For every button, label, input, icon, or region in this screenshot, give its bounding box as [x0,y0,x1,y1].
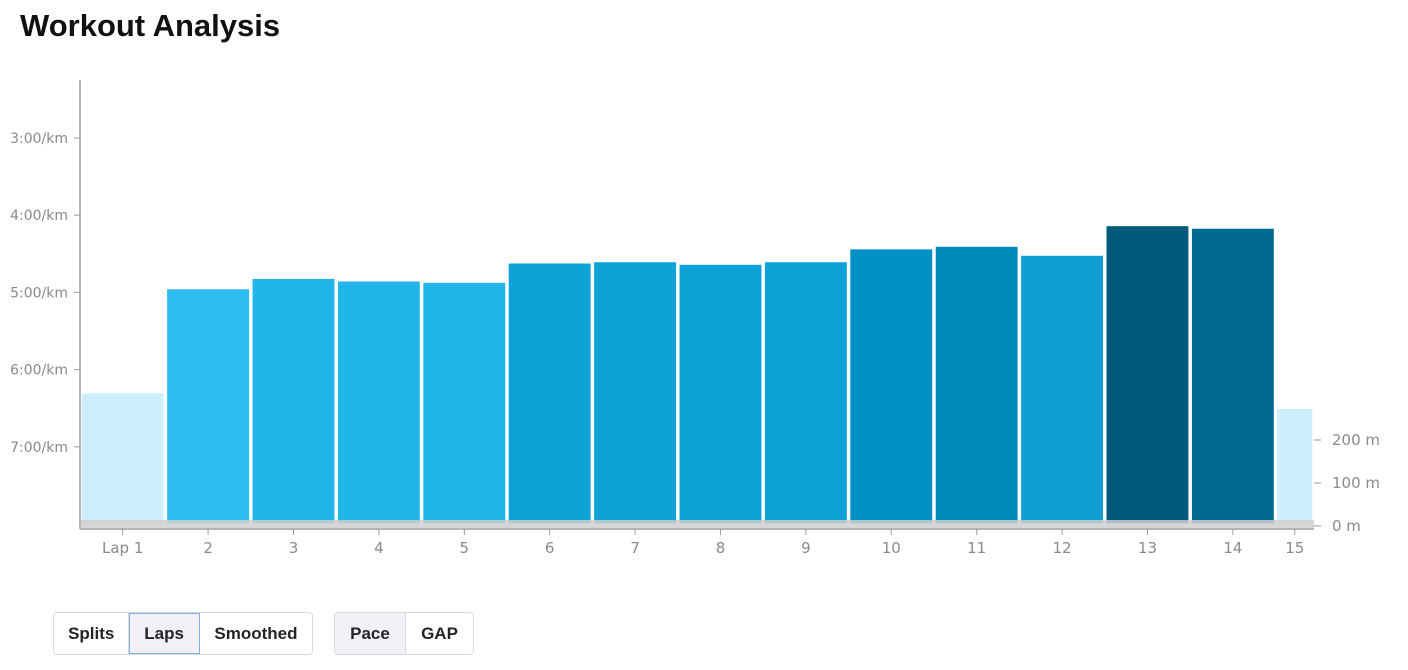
x-tick-label: 12 [1053,539,1072,557]
x-tick-label: 4 [374,539,384,557]
metric-toggle-group: Pace GAP [334,612,474,655]
bar-lap-2 [165,287,251,525]
bar-lap-4 [336,280,422,525]
bar-lap-5 [421,281,507,525]
x-tick-label: 10 [882,539,901,557]
bar-lap-13 [1105,224,1190,525]
bar-lap-3 [251,277,336,525]
x-tick-label: 13 [1138,539,1157,557]
gap-button[interactable]: GAP [405,613,473,654]
bar-lap-15 [1275,407,1314,525]
elevation-area [80,520,1314,528]
x-tick-label: 11 [967,539,986,557]
bars-layer [80,224,1314,528]
x-tick-label: 5 [460,539,470,557]
y-tick-label: 6:00/km [10,363,68,379]
bar-lap-8 [678,263,763,525]
view-toggle-group: Splits Laps Smoothed [53,612,313,655]
pace-chart: 3:00/km 4:00/km 5:00/km 6:00/km 7:00/km 200 … [10,80,1380,557]
pace-button[interactable]: Pace [335,613,406,654]
elevation-axis: 200 m 100 m 0 m [1314,431,1380,535]
page-title: Workout Analysis [20,8,281,43]
elevation-tick-label: 0 m [1332,517,1361,535]
x-tick-label: Lap 1 [102,539,143,557]
x-tick-label: 6 [545,539,555,557]
bar-lap-12 [1019,254,1105,525]
pace-axis: 3:00/km 4:00/km 5:00/km 6:00/km 7:00/km [10,80,81,529]
bar-lap-9 [763,260,849,525]
smoothed-button[interactable]: Smoothed [199,613,312,654]
elevation-tick-label: 100 m [1332,474,1380,492]
bar-lap-14 [1190,227,1276,525]
x-tick-label: 3 [289,539,299,557]
x-tick-label: 7 [630,539,640,557]
laps-button[interactable]: Laps [129,613,200,654]
y-tick-label: 4:00/km [10,208,68,224]
bar-lap-6 [507,261,593,525]
y-tick-label: 3:00/km [10,131,68,147]
bar-lap-1 [80,391,166,525]
elevation-tick-label: 200 m [1332,431,1380,449]
x-tick-label: 9 [801,539,811,557]
bar-lap-11 [934,245,1020,525]
y-tick-label: 5:00/km [10,285,68,301]
x-tick-label: 14 [1223,539,1242,557]
splits-button[interactable]: Splits [54,613,130,654]
bar-lap-7 [592,260,678,525]
y-tick-label: 7:00/km [10,440,68,456]
x-tick-label: 15 [1285,539,1304,557]
x-tick-label: 8 [716,539,726,557]
lap-axis: Lap 1 2 3 4 5 6 7 8 9 10 11 12 13 14 15 [80,528,1314,557]
bar-lap-10 [848,247,934,525]
x-tick-label: 2 [203,539,213,557]
